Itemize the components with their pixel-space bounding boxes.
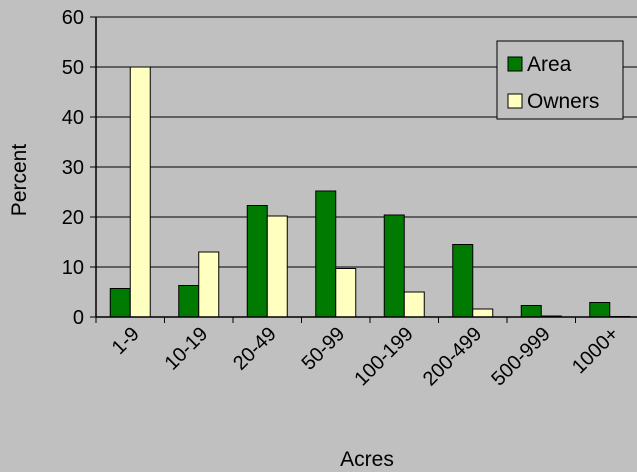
y-tick-label: 60 bbox=[62, 7, 84, 29]
gridlines bbox=[96, 16, 637, 268]
bar-area-4 bbox=[315, 190, 337, 318]
bar-owners-6 bbox=[472, 308, 494, 318]
bar-area-3 bbox=[246, 205, 268, 318]
x-tick-label: 200-499 bbox=[419, 323, 486, 390]
bar-area-2 bbox=[178, 285, 200, 318]
x-tick-label: 500-999 bbox=[487, 323, 554, 390]
bar-area-7 bbox=[520, 305, 542, 318]
y-tick-label: 30 bbox=[62, 157, 84, 179]
legend-label-area: Area bbox=[527, 53, 572, 76]
bar-owners-3 bbox=[266, 215, 288, 318]
legend-swatch-owners bbox=[507, 93, 523, 109]
legend-label-owners: Owners bbox=[527, 90, 599, 113]
x-tick-label: 10-19 bbox=[161, 323, 213, 375]
bar-owners-5 bbox=[403, 291, 425, 318]
y-tick-label: 0 bbox=[73, 307, 84, 329]
x-tick-label: 1000+ bbox=[568, 323, 623, 378]
legend-swatch-area bbox=[507, 56, 523, 72]
y-tick-labels: 0 10 20 30 40 50 60 bbox=[62, 7, 84, 329]
y-tick-label: 40 bbox=[62, 107, 84, 129]
legend: Area Owners bbox=[496, 40, 624, 120]
x-tick-label: 20-49 bbox=[229, 323, 281, 375]
x-tick-labels: 1-9 10-19 20-49 50-99 100-199 200-499 500-999 1… bbox=[108, 323, 623, 390]
bar-area-1 bbox=[109, 288, 131, 318]
y-axis-title: Percent bbox=[8, 144, 31, 217]
axes bbox=[90, 16, 637, 323]
y-tick-label: 50 bbox=[62, 57, 84, 79]
bar-area-8 bbox=[589, 302, 611, 318]
bars bbox=[109, 66, 631, 318]
x-axis-title: Acres bbox=[340, 448, 394, 471]
bar-area-5 bbox=[383, 214, 405, 318]
y-tick-label: 20 bbox=[62, 207, 84, 229]
bar-owners-4 bbox=[335, 268, 357, 318]
y-tick-label: 10 bbox=[62, 257, 84, 279]
bar-owners-2 bbox=[198, 251, 220, 318]
bar-area-6 bbox=[452, 244, 474, 318]
x-tick-label: 100-199 bbox=[350, 323, 417, 390]
x-tick-label: 50-99 bbox=[298, 323, 350, 375]
x-tick-label: 1-9 bbox=[108, 323, 144, 359]
bar-owners-1 bbox=[129, 66, 151, 318]
